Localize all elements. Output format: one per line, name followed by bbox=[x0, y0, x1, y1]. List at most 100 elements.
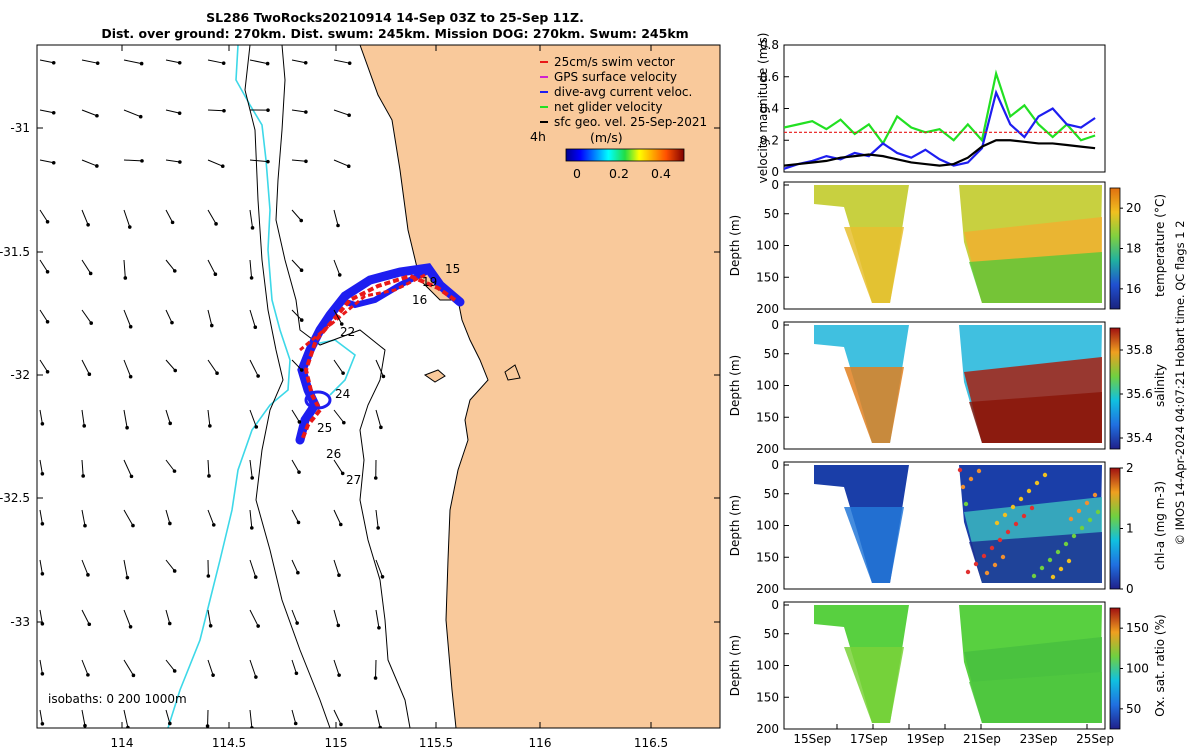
current-vector-head bbox=[379, 425, 383, 430]
current-vector-head bbox=[337, 573, 341, 578]
current-vector-head bbox=[208, 623, 213, 628]
current-vector-head bbox=[172, 469, 177, 473]
current-vector-head bbox=[95, 113, 99, 118]
legend-sfc: sfc geo. vel. 25-Sep-2021 bbox=[554, 115, 707, 129]
current-vector bbox=[81, 509, 86, 526]
time-tick-label: 15Sep bbox=[793, 732, 831, 746]
current-vector-head bbox=[299, 218, 304, 223]
velocity-ytick-label: 0 bbox=[771, 165, 779, 179]
current-vector bbox=[249, 659, 257, 678]
current-vector bbox=[249, 509, 253, 528]
current-vector-head bbox=[125, 425, 129, 430]
colorbar-tick-label: 20 bbox=[1126, 201, 1141, 215]
current-vector bbox=[207, 459, 210, 477]
current-vector-head bbox=[209, 323, 214, 328]
current-vector bbox=[123, 259, 126, 278]
current-vector-head bbox=[256, 624, 260, 628]
current-vector bbox=[207, 159, 223, 167]
map-xtick-label: 114 bbox=[111, 736, 134, 750]
current-vector bbox=[207, 59, 224, 64]
current-vector bbox=[291, 709, 297, 724]
current-vector bbox=[249, 709, 253, 728]
current-vector bbox=[81, 609, 90, 625]
section-band bbox=[969, 252, 1102, 303]
current-vector-head bbox=[221, 61, 226, 65]
current-vector-head bbox=[88, 271, 93, 276]
current-vector-head bbox=[51, 110, 56, 115]
current-vector bbox=[39, 309, 48, 323]
section-ytick-label: 50 bbox=[764, 347, 779, 361]
chl-sample-dots bbox=[957, 467, 1101, 580]
map-legend: 25cm/s swim vector GPS surface velocity … bbox=[530, 55, 707, 181]
current-vector-head bbox=[131, 523, 135, 528]
current-vector bbox=[333, 609, 339, 626]
chl-dot bbox=[984, 570, 990, 576]
current-vector-head bbox=[265, 61, 270, 66]
current-vector-head bbox=[83, 523, 87, 528]
chl-dot bbox=[989, 545, 995, 551]
current-vector-head bbox=[215, 371, 219, 375]
map-ytick-label: -32.5 bbox=[0, 491, 30, 505]
chl-dot bbox=[1055, 549, 1061, 555]
current-vector bbox=[165, 709, 171, 724]
current-vector-head bbox=[303, 60, 308, 65]
time-tick-label: 17Sep bbox=[850, 732, 888, 746]
current-vector bbox=[333, 409, 345, 423]
current-vector bbox=[39, 459, 43, 474]
section-panel-2: 0 50 100 150 200 Depth (m) 35.4 35.6 35.8salinit… bbox=[728, 318, 1167, 456]
chl-dot bbox=[997, 537, 1003, 543]
current-vector bbox=[123, 709, 129, 728]
current-vector bbox=[375, 509, 379, 528]
velocity-ytick-label: 0.6 bbox=[760, 70, 779, 84]
day-label-19: 19 bbox=[422, 275, 437, 289]
colorbar-label: salinity bbox=[1153, 364, 1167, 407]
day-label-27: 27 bbox=[346, 473, 361, 487]
chl-dot bbox=[960, 484, 966, 490]
velocity-panel: 0 0.2 0.4 0.6 0.8 velocity magnitude (m/s) bbox=[756, 33, 1106, 183]
current-vector-head bbox=[206, 574, 211, 578]
current-vector-head bbox=[40, 721, 45, 726]
chl-dot bbox=[1058, 566, 1064, 572]
current-vector-head bbox=[256, 374, 260, 378]
velocity-series-0 bbox=[784, 69, 1096, 146]
current-vector bbox=[165, 159, 180, 163]
velocity-ytick-label: 0.4 bbox=[760, 102, 779, 116]
section-panel-3: 0 50 100 150 200 Depth (m) 0 1 2 chl-a (mg m-3) bbox=[728, 458, 1167, 596]
current-vector-head bbox=[211, 523, 216, 527]
section-band bbox=[969, 532, 1102, 583]
legend-swim: 25cm/s swim vector bbox=[554, 55, 675, 69]
colorbar-tick-label: 18 bbox=[1126, 242, 1141, 256]
chl-dot bbox=[1087, 517, 1093, 523]
current-vector bbox=[375, 609, 380, 628]
section-band bbox=[969, 392, 1102, 443]
chl-dot bbox=[1039, 565, 1045, 571]
current-vector bbox=[249, 609, 259, 627]
chl-dot bbox=[1068, 516, 1074, 522]
current-vector-head bbox=[338, 522, 343, 527]
section-ytick-label: 200 bbox=[756, 442, 779, 456]
colorbar-tick-label: 35.8 bbox=[1126, 343, 1153, 357]
current-vector-head bbox=[336, 223, 340, 228]
map-xtick-label: 116.5 bbox=[634, 736, 668, 750]
map-ytick-label: -31.5 bbox=[0, 245, 30, 259]
current-vector-head bbox=[304, 110, 308, 114]
current-vector bbox=[291, 59, 306, 64]
current-vector-head bbox=[337, 273, 342, 277]
current-vector bbox=[39, 109, 54, 114]
current-vector bbox=[333, 159, 349, 167]
section-ytick-label: 150 bbox=[756, 410, 779, 424]
section-colorbar bbox=[1109, 187, 1121, 310]
section-ytick-label: 200 bbox=[756, 722, 779, 736]
current-vector-head bbox=[295, 621, 299, 625]
current-vector bbox=[249, 359, 259, 377]
current-vector-head bbox=[125, 575, 130, 580]
current-vector bbox=[165, 359, 176, 371]
colorbar-tick-label: 16 bbox=[1126, 282, 1141, 296]
legend-dive: dive-avg current veloc. bbox=[554, 85, 692, 99]
current-vector bbox=[291, 109, 306, 113]
island bbox=[423, 369, 446, 383]
time-tick-label: 21Sep bbox=[963, 732, 1001, 746]
current-vector bbox=[207, 309, 213, 326]
section-ytick-label: 100 bbox=[756, 239, 779, 253]
current-vector-head bbox=[83, 723, 87, 728]
